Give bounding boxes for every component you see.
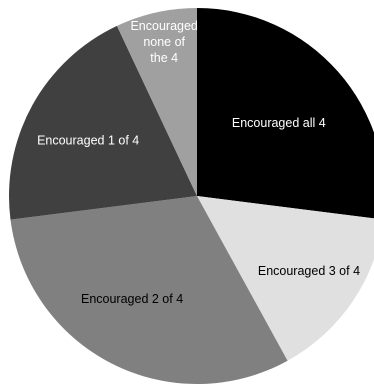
- pie-slice-label-line: Encouraged 1 of 4: [37, 134, 139, 148]
- pie-slice-label-2: Encouraged 3 of 4: [258, 264, 360, 278]
- pie-slice-3: [10, 196, 288, 384]
- pie-labels: Encouraged all 4 Encouraged 3 of 4 Encoura…: [37, 20, 360, 307]
- pie-slice-4: [8, 25, 197, 220]
- pie-slice-label-1: Encouraged all 4: [232, 116, 326, 130]
- pie-slice-label-4: Encouraged 1 of 4: [37, 134, 139, 148]
- pie-slice-label-5: Encouraged none of the 4: [130, 20, 197, 66]
- pie-slice-5: [116, 8, 197, 196]
- pie-slice-label-line: Encouraged: [130, 20, 197, 34]
- pie-slice-label-line: Encouraged 3 of 4: [258, 264, 360, 278]
- pie-slice-label-line: none of: [143, 36, 185, 50]
- pie-slice-2: [197, 196, 374, 361]
- pie-slice-label-line: Encouraged all 4: [232, 116, 326, 130]
- pie-slice-label-3: Encouraged 2 of 4: [81, 292, 183, 306]
- pie-slice-label-line: Encouraged 2 of 4: [81, 292, 183, 306]
- pie-slice-label-line: the 4: [150, 52, 178, 66]
- pie-slices: [8, 8, 374, 384]
- pie-slice-1: [197, 8, 374, 219]
